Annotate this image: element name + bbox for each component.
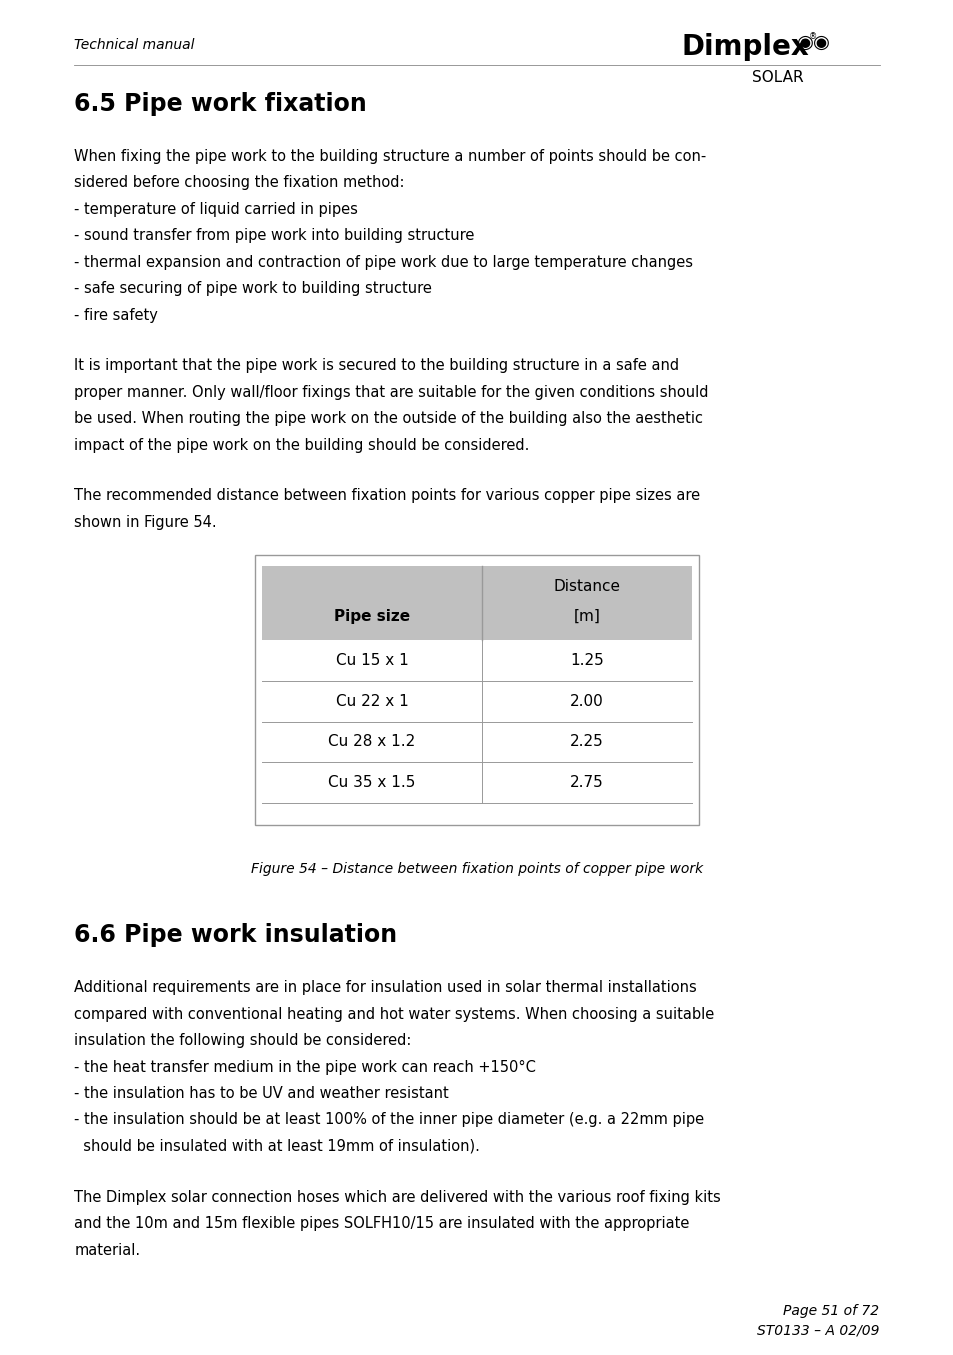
Text: - sound transfer from pipe work into building structure: - sound transfer from pipe work into bui… [74,228,475,244]
Text: Cu 15 x 1: Cu 15 x 1 [335,653,408,668]
Text: - the insulation should be at least 100% of the inner pipe diameter (e.g. a 22mm: - the insulation should be at least 100%… [74,1112,704,1127]
Text: Technical manual: Technical manual [74,38,194,51]
Text: - thermal expansion and contraction of pipe work due to large temperature change: - thermal expansion and contraction of p… [74,255,693,270]
Text: Page 51 of 72: Page 51 of 72 [782,1304,879,1317]
Text: Cu 28 x 1.2: Cu 28 x 1.2 [328,734,416,749]
Text: compared with conventional heating and hot water systems. When choosing a suitab: compared with conventional heating and h… [74,1007,714,1022]
Text: should be insulated with at least 19mm of insulation).: should be insulated with at least 19mm o… [74,1138,479,1154]
Text: 1.25: 1.25 [569,653,603,668]
Text: - the insulation has to be UV and weather resistant: - the insulation has to be UV and weathe… [74,1085,449,1102]
Text: Figure 54 – Distance between fixation points of copper pipe work: Figure 54 – Distance between fixation po… [251,862,702,877]
Text: Distance: Distance [553,579,619,595]
Text: When fixing the pipe work to the building structure a number of points should be: When fixing the pipe work to the buildin… [74,149,706,164]
Text: be used. When routing the pipe work on the outside of the building also the aest: be used. When routing the pipe work on t… [74,411,702,427]
Bar [262,565,691,640]
Text: - temperature of liquid carried in pipes: - temperature of liquid carried in pipes [74,202,358,217]
Text: impact of the pipe work on the building should be considered.: impact of the pipe work on the building … [74,438,529,453]
Text: and the 10m and 15m flexible pipes SOLFH10/15 are insulated with the appropriate: and the 10m and 15m flexible pipes SOLFH… [74,1215,689,1232]
Text: proper manner. Only wall/floor fixings that are suitable for the given condition: proper manner. Only wall/floor fixings t… [74,385,708,400]
Bar [254,554,699,824]
Text: - safe securing of pipe work to building structure: - safe securing of pipe work to building… [74,280,432,297]
Text: SOLAR: SOLAR [751,70,803,85]
Text: 6.5 Pipe work fixation: 6.5 Pipe work fixation [74,92,367,117]
Text: 6.6 Pipe work insulation: 6.6 Pipe work insulation [74,923,397,947]
Text: Pipe size: Pipe size [334,608,410,623]
Text: ST0133 – A 02/09: ST0133 – A 02/09 [757,1324,879,1337]
Text: 2.75: 2.75 [569,775,603,790]
Text: Dimplex: Dimplex [680,33,808,61]
Text: Additional requirements are in place for insulation used in solar thermal instal: Additional requirements are in place for… [74,980,697,996]
Text: The Dimplex solar connection hoses which are delivered with the various roof fix: The Dimplex solar connection hoses which… [74,1190,720,1205]
Text: ®: ® [808,33,817,42]
Text: 2.25: 2.25 [569,734,603,749]
Text: [m]: [m] [573,608,599,625]
Text: sidered before choosing the fixation method:: sidered before choosing the fixation met… [74,175,404,191]
Text: Cu 35 x 1.5: Cu 35 x 1.5 [328,775,416,790]
Text: - the heat transfer medium in the pipe work can reach +150°C: - the heat transfer medium in the pipe w… [74,1060,536,1075]
Text: - fire safety: - fire safety [74,308,158,322]
Text: insulation the following should be considered:: insulation the following should be consi… [74,1033,412,1049]
Text: ◉◉: ◉◉ [796,33,830,51]
Text: The recommended distance between fixation points for various copper pipe sizes a: The recommended distance between fixatio… [74,488,700,504]
Text: 2.00: 2.00 [569,694,603,709]
Text: material.: material. [74,1243,140,1257]
Text: shown in Figure 54.: shown in Figure 54. [74,515,217,530]
Text: Cu 22 x 1: Cu 22 x 1 [335,694,408,709]
Text: It is important that the pipe work is secured to the building structure in a saf: It is important that the pipe work is se… [74,358,679,374]
